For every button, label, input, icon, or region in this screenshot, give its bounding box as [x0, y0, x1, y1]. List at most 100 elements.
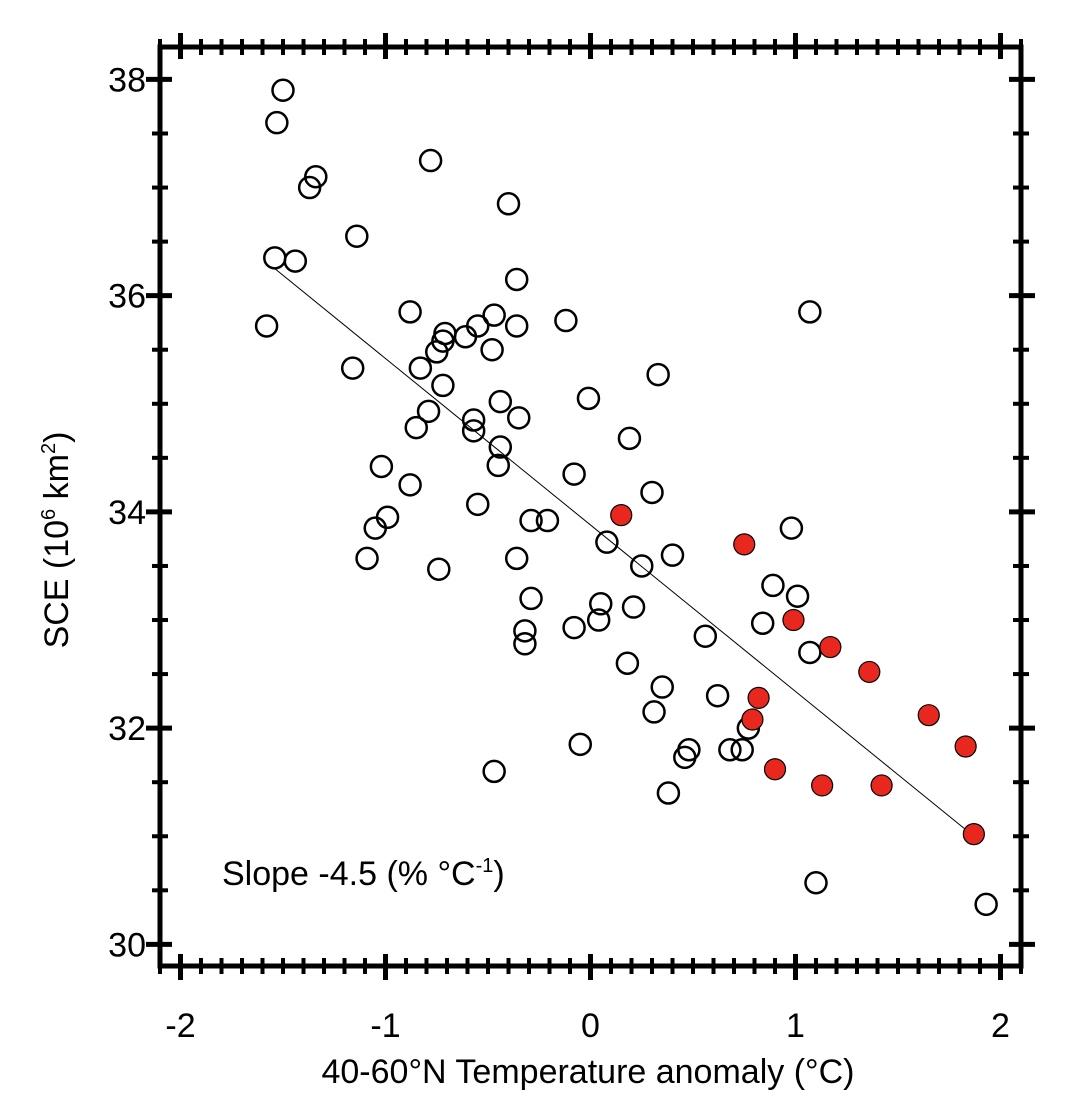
open-point — [488, 389, 513, 414]
open-point — [466, 314, 490, 338]
open-point — [482, 759, 506, 784]
open-point — [461, 419, 486, 443]
x-tick-label: 1 — [786, 1007, 805, 1045]
regression-line-group — [274, 268, 975, 837]
x-axis-title: 40-60°N Temperature anomaly (°C) — [321, 1053, 854, 1091]
filled-point — [962, 822, 985, 846]
filled-point — [782, 608, 805, 632]
open-point — [785, 584, 810, 608]
open-point — [340, 356, 365, 380]
open-point — [345, 224, 369, 248]
open-point — [427, 557, 451, 581]
open-point — [408, 356, 433, 380]
plot-frame — [157, 44, 1024, 969]
filled-point — [763, 758, 787, 781]
axis-ticks — [146, 33, 1035, 980]
y-axis-title-suffix: ) — [38, 432, 76, 443]
open-point — [519, 508, 543, 533]
open-point — [482, 303, 506, 327]
open-point — [615, 651, 640, 676]
open-point — [595, 530, 619, 554]
open-point — [730, 738, 754, 762]
y-tick-label: 36 — [108, 278, 146, 316]
open-point — [431, 373, 455, 398]
open-point — [519, 586, 543, 611]
open-point — [254, 314, 279, 338]
open-point — [504, 546, 529, 571]
open-point — [265, 110, 289, 135]
regression-line — [274, 268, 975, 837]
open-point — [425, 340, 449, 364]
open-point — [507, 406, 531, 430]
open-point — [974, 892, 998, 917]
open-point — [480, 337, 504, 362]
open-point — [642, 700, 666, 724]
open-point — [513, 632, 537, 656]
open-point — [621, 595, 646, 619]
tick-labels: -2 -1 0 1 2 30 32 34 36 38 — [108, 61, 1010, 1045]
open-point — [535, 508, 560, 533]
x-tick-label: -2 — [165, 1007, 195, 1045]
open-point — [650, 675, 674, 699]
filled-point — [870, 774, 893, 797]
open-point — [646, 362, 670, 387]
open-point — [630, 554, 654, 578]
y-tick-label: 34 — [108, 494, 146, 532]
open-point — [398, 473, 422, 497]
y-tick-label: 30 — [108, 926, 146, 964]
open-point — [398, 300, 422, 324]
open-point — [656, 781, 681, 805]
x-tick-label: -1 — [370, 1007, 400, 1045]
open-point — [271, 78, 295, 102]
filled-point — [819, 635, 842, 659]
open-point — [562, 462, 586, 486]
open-point — [640, 480, 664, 505]
open-point — [750, 611, 775, 636]
open-point — [466, 492, 490, 517]
open-point — [779, 516, 804, 540]
x-tick-label: 2 — [991, 1007, 1010, 1045]
filled-point — [741, 708, 764, 731]
filled-point — [610, 504, 633, 527]
open-point — [283, 249, 308, 273]
open-point — [617, 426, 642, 451]
open-point — [568, 732, 592, 757]
slope-annotation-text: Slope -4.5 (% °C — [222, 855, 476, 893]
open-point — [416, 399, 441, 424]
open-point — [673, 745, 697, 770]
open-point — [369, 454, 394, 479]
open-point — [375, 505, 400, 530]
filled-point — [811, 774, 834, 797]
y-axis-title-middle: km — [38, 454, 76, 509]
open-point — [718, 738, 742, 762]
open-point — [798, 300, 822, 324]
y-axis-title-sup2: 2 — [38, 443, 60, 454]
open-point — [504, 314, 529, 338]
y-axis-title: SCE (106 km2) — [38, 432, 76, 649]
open-point — [461, 408, 486, 432]
y-tick-label: 38 — [108, 61, 146, 99]
open-point — [554, 308, 578, 333]
open-point — [693, 624, 718, 648]
open-point — [355, 546, 379, 571]
y-axis-title-sup1: 6 — [38, 509, 60, 520]
filled-point — [954, 735, 977, 758]
slope-annotation: Slope -4.5 (% °C-1) — [222, 855, 505, 893]
data-points — [254, 78, 998, 917]
y-tick-label: 32 — [108, 710, 146, 748]
filled-point — [747, 686, 770, 709]
open-point — [297, 175, 322, 200]
open-point — [586, 608, 611, 632]
x-tick-label: 0 — [581, 1007, 600, 1045]
slope-annotation-suffix: ) — [493, 855, 504, 893]
open-point — [589, 592, 613, 616]
open-point — [761, 573, 785, 598]
open-point — [404, 415, 428, 440]
open-point — [488, 435, 513, 459]
open-point — [705, 683, 730, 708]
open-point — [486, 453, 510, 478]
filled-point — [858, 660, 881, 684]
open-point — [562, 615, 586, 640]
open-point — [576, 386, 601, 411]
